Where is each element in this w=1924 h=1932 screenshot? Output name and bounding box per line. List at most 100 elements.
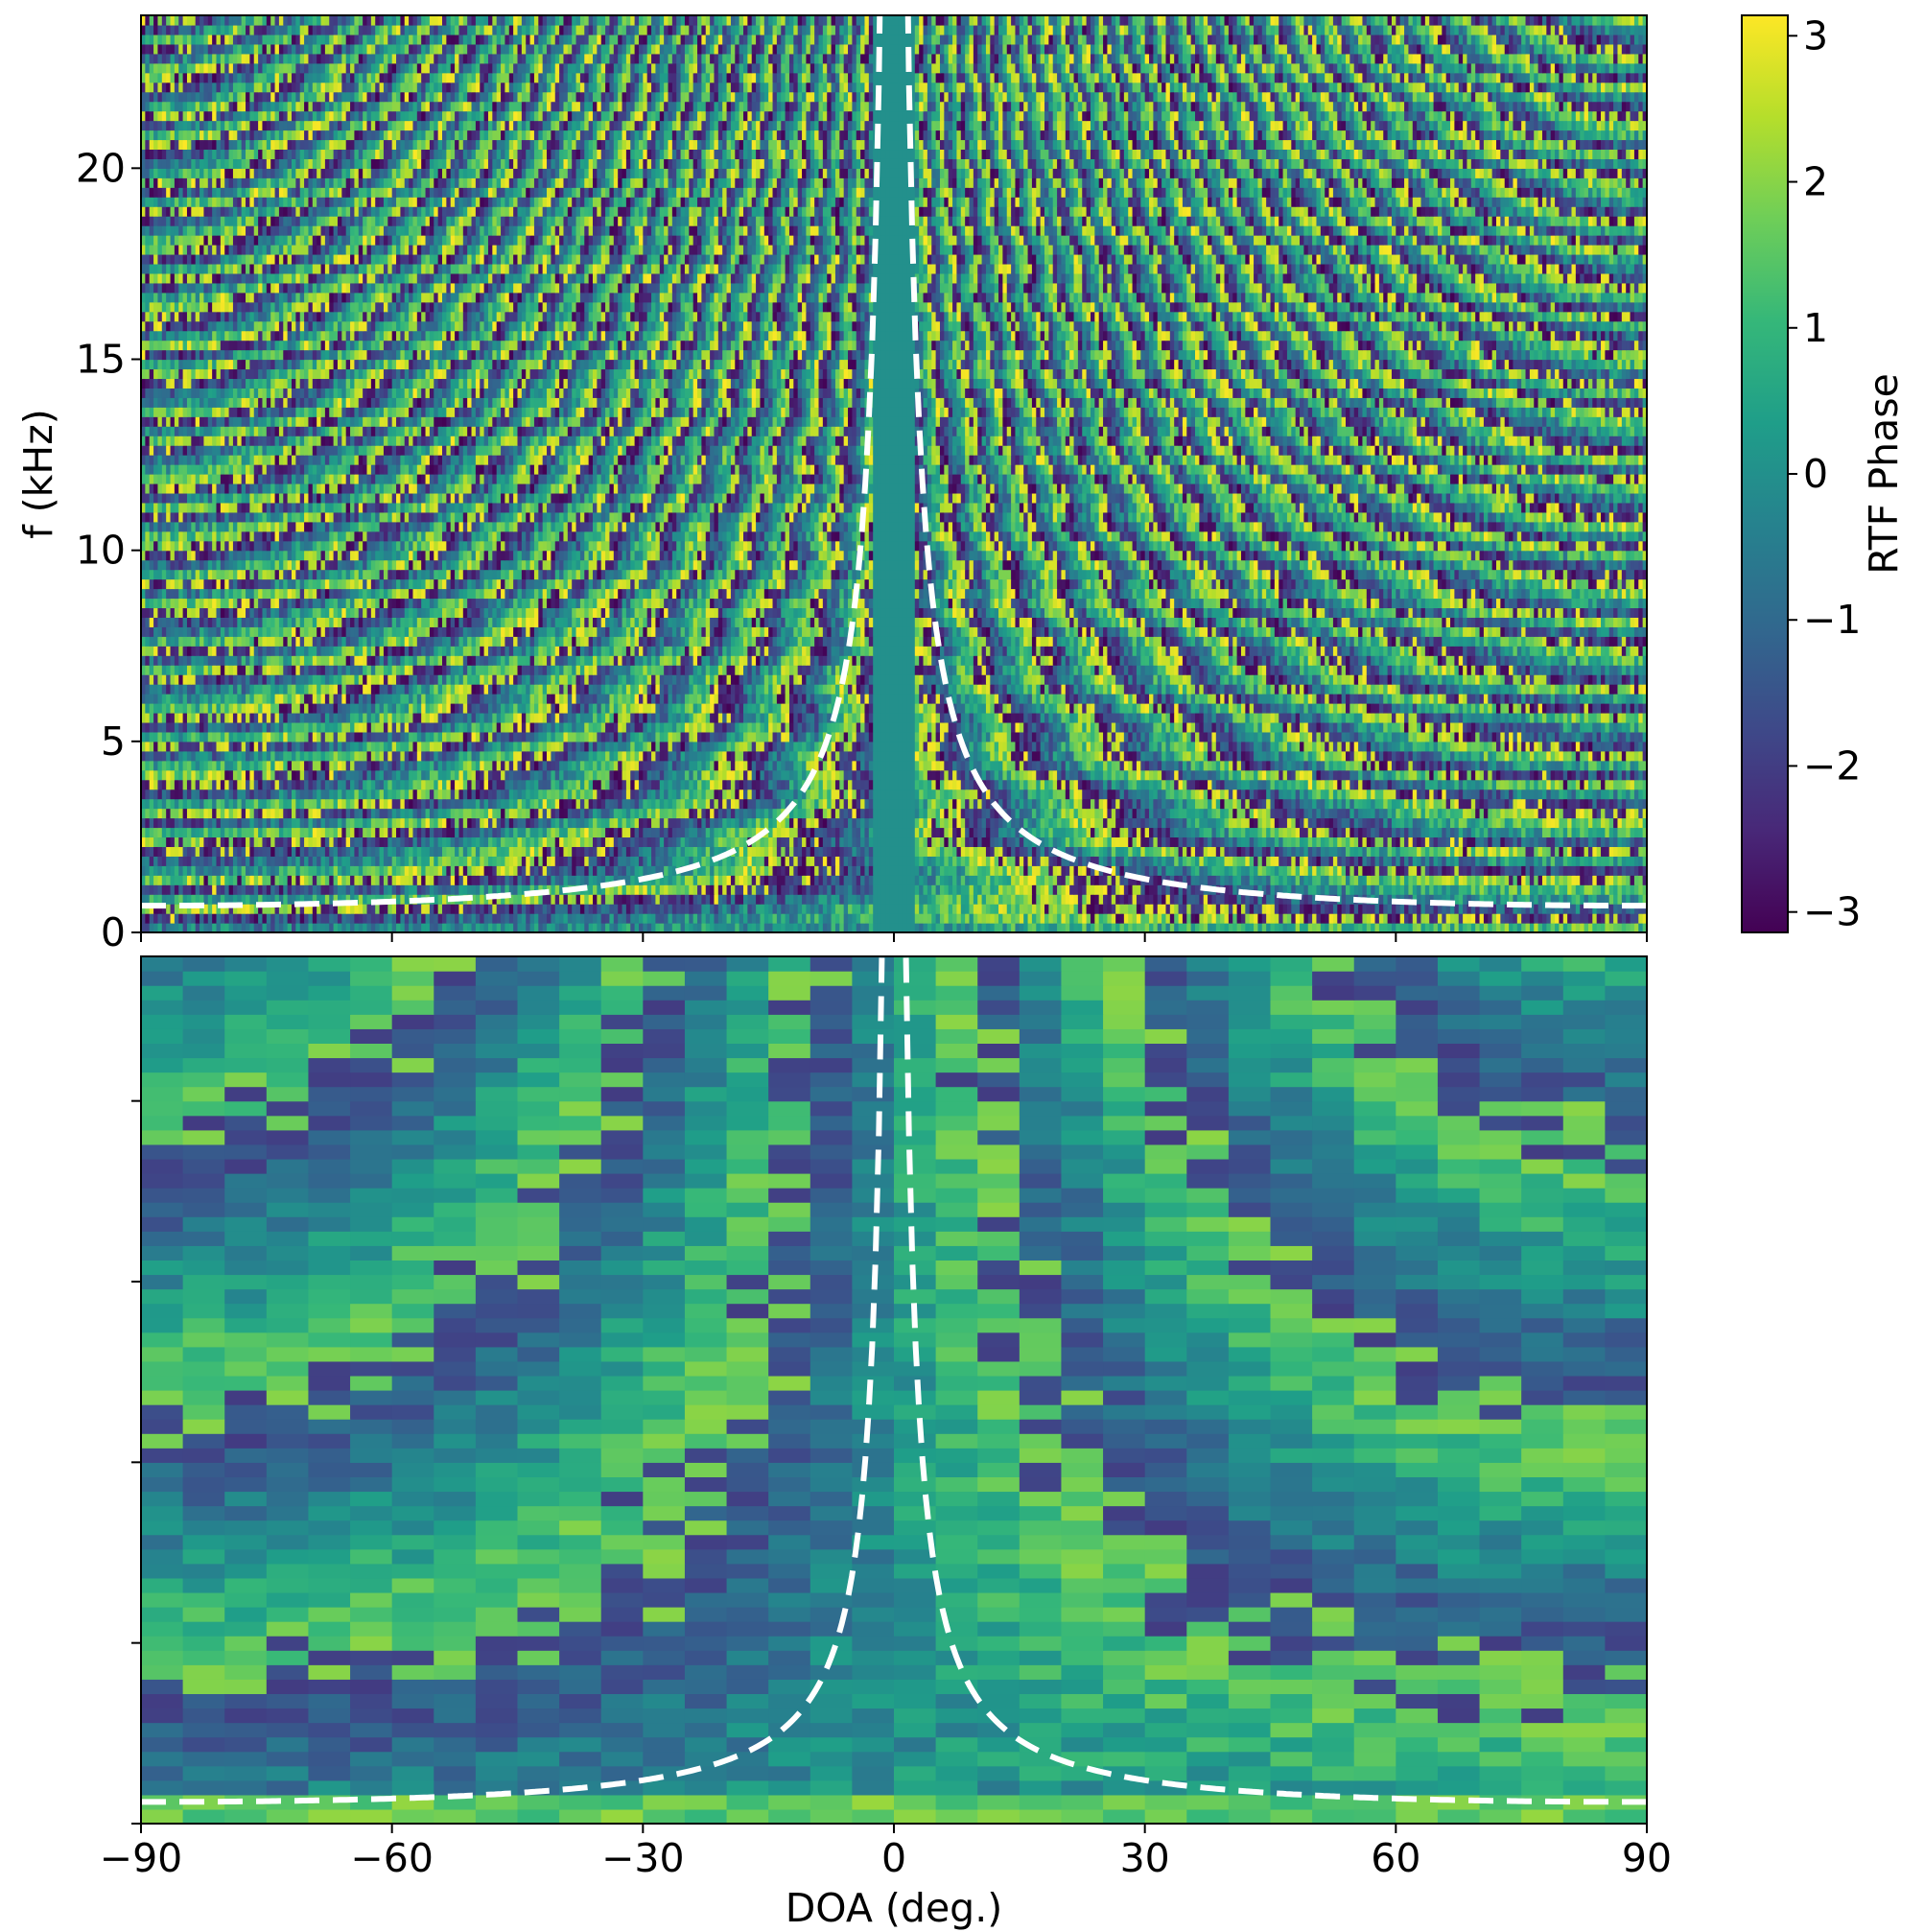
top-heatmap-cell	[1153, 904, 1159, 914]
top-heatmap-cell	[1107, 808, 1113, 819]
top-heatmap-cell	[575, 798, 581, 810]
top-heatmap-cell	[232, 856, 238, 866]
top-heatmap-cell	[228, 923, 234, 932]
top-heatmap-cell	[1362, 836, 1368, 847]
top-heatmap-cell	[676, 836, 682, 847]
top-heatmap-cell	[1559, 817, 1564, 829]
top-heatmap-cell	[965, 904, 971, 914]
top-heatmap-cell	[320, 798, 326, 810]
top-heatmap-cell	[739, 856, 744, 866]
top-heatmap-cell	[664, 808, 669, 819]
top-heatmap-cell	[1483, 894, 1489, 905]
top-heatmap-cell	[714, 865, 719, 876]
top-heatmap-cell	[834, 865, 840, 876]
top-heatmap-cell	[1378, 923, 1384, 932]
top-heatmap-cell	[437, 827, 443, 838]
top-heatmap-cell	[1132, 865, 1138, 876]
top-heatmap-cell	[312, 865, 317, 876]
top-heatmap-cell	[927, 923, 932, 932]
top-heatmap-cell	[638, 846, 644, 857]
top-heatmap-cell	[894, 904, 899, 914]
top-heatmap-cell	[504, 884, 510, 895]
top-heatmap-cell	[370, 875, 376, 885]
top-heatmap-cell	[1433, 894, 1439, 905]
top-heatmap-cell	[597, 798, 602, 810]
top-heatmap-cell	[714, 904, 719, 914]
top-heatmap-cell	[1521, 808, 1527, 819]
top-heatmap-cell	[1450, 865, 1455, 876]
top-heatmap-cell	[1555, 913, 1560, 924]
top-heatmap-cell	[1065, 865, 1070, 876]
top-heatmap-cell	[341, 798, 347, 810]
top-heatmap-cell	[1257, 798, 1263, 810]
top-heatmap-cell	[726, 817, 732, 829]
top-heatmap-cell	[1111, 865, 1116, 876]
top-heatmap-cell	[1328, 846, 1334, 857]
top-heatmap-cell	[1562, 913, 1568, 924]
top-heatmap-cell	[1509, 827, 1514, 838]
top-heatmap-cell	[1516, 856, 1522, 866]
top-heatmap-cell	[521, 875, 527, 885]
top-heatmap-cell	[948, 923, 953, 932]
top-heatmap-cell	[166, 817, 172, 829]
top-heatmap-cell	[760, 913, 765, 924]
top-heatmap-cell	[1559, 904, 1564, 914]
top-heatmap-cell	[931, 846, 937, 857]
top-heatmap-cell	[437, 865, 443, 876]
top-heatmap-cell	[312, 846, 317, 857]
top-heatmap-cell	[1550, 865, 1556, 876]
top-heatmap-cell	[1224, 846, 1230, 857]
top-heatmap-cell	[1479, 894, 1485, 905]
top-heatmap-cell	[1391, 827, 1396, 838]
top-heatmap-cell	[559, 836, 565, 847]
top-heatmap-cell	[839, 913, 845, 924]
top-heatmap-cell	[1103, 913, 1109, 924]
top-heatmap-cell	[278, 846, 284, 857]
top-heatmap-cell	[1541, 808, 1547, 819]
top-heatmap-cell	[1529, 865, 1535, 876]
top-heatmap-cell	[671, 913, 677, 924]
top-heatmap-cell	[1341, 904, 1347, 914]
top-heatmap-cell	[1642, 836, 1647, 847]
top-heatmap-cell	[1529, 836, 1535, 847]
top-heatmap-cell	[1174, 904, 1180, 914]
top-heatmap-cell	[772, 846, 778, 857]
top-heatmap-cell	[743, 817, 748, 829]
top-heatmap-cell	[1048, 856, 1054, 866]
top-heatmap-cell	[538, 894, 544, 905]
top-heatmap-cell	[559, 913, 565, 924]
top-heatmap-cell	[141, 846, 146, 857]
top-heatmap-cell	[927, 865, 932, 876]
top-heatmap-cell	[1608, 846, 1614, 857]
top-heatmap-cell	[1144, 798, 1150, 810]
top-heatmap-cell	[1633, 856, 1639, 866]
top-heatmap-cell	[462, 846, 468, 857]
top-heatmap-cell	[1638, 836, 1644, 847]
top-heatmap-cell	[676, 913, 682, 924]
top-heatmap-cell	[1433, 808, 1439, 819]
top-heatmap-cell	[237, 923, 243, 932]
top-heatmap-cell	[501, 798, 506, 810]
top-heatmap-cell	[1424, 875, 1430, 885]
top-heatmap-cell	[329, 817, 335, 829]
top-heatmap-cell	[634, 827, 640, 838]
top-heatmap-cell	[1136, 923, 1141, 932]
top-heatmap-cell	[1546, 923, 1552, 932]
top-heatmap-cell	[559, 817, 565, 829]
top-heatmap-cell	[1488, 923, 1493, 932]
top-heatmap-cell	[455, 817, 460, 829]
top-heatmap-cell	[1601, 904, 1606, 914]
top-heatmap-cell	[717, 865, 723, 876]
top-heatmap-cell	[278, 875, 284, 885]
top-heatmap-cell	[605, 856, 611, 866]
top-heatmap-cell	[1186, 865, 1192, 876]
top-heatmap-cell	[1282, 836, 1288, 847]
top-heatmap-cell	[956, 836, 962, 847]
top-heatmap-cell	[593, 894, 598, 905]
top-heatmap-cell	[839, 808, 845, 819]
top-heatmap-cell	[324, 875, 330, 885]
top-heatmap-cell	[593, 904, 598, 914]
top-heatmap-cell	[1516, 827, 1522, 838]
top-heatmap-cell	[994, 808, 999, 819]
top-heatmap-cell	[889, 884, 895, 895]
